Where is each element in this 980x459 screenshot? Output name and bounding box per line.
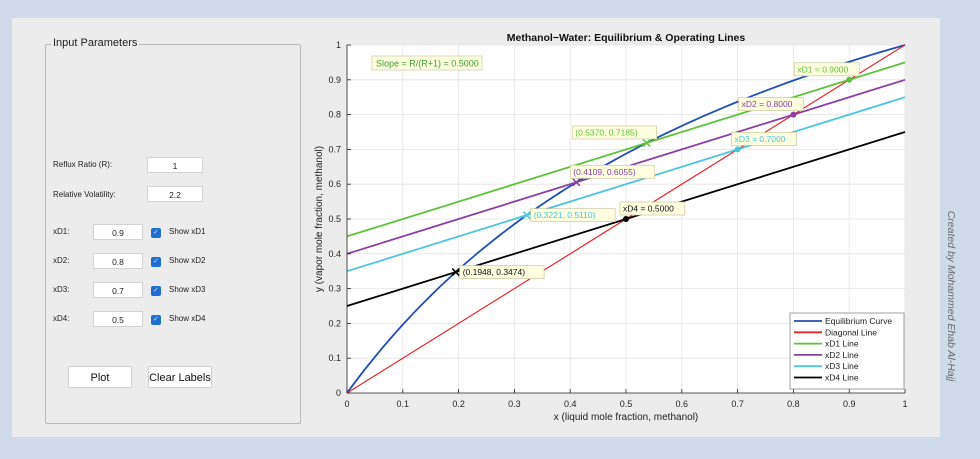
datatip-text: xD1 = 0.9000 [797,64,848,74]
legend-entry: xD4 Line [825,373,859,383]
x-tick-label: 0 [344,399,349,409]
datatip-box [459,265,545,279]
y-tick-label: 0.6 [328,179,341,189]
x-tick-label: 0.3 [508,399,521,409]
x-tick-label: 0.4 [564,399,577,409]
legend-entry: xD3 Line [825,361,859,371]
datatip-text: (0.5370, 0.7185) [575,127,638,137]
show-xd2-label: Show xD2 [169,256,206,265]
slope-annotation-text: Slope = R/(R+1) = 0.5000 [376,59,479,69]
y-tick-label: 0.9 [328,75,341,85]
datatip-box [794,62,860,77]
x-tick-label: 0.2 [452,399,465,409]
datatip-text: (0.1948, 0.3474) [463,267,526,277]
x-tick-label: 0.1 [397,399,410,409]
show-xd3-label: Show xD3 [169,285,206,294]
datatip: xD2 = 0.8000 [738,97,804,111]
datatip-text: (0.4109, 0.6055) [573,167,636,177]
datatip-box [731,132,797,146]
y-tick-label: 0 [336,388,341,398]
chart-title: Methanol−Water: Equilibrium & Operating … [507,32,746,44]
datatip: (0.4109, 0.6055) [569,164,656,179]
xd2-label: xD2: [53,256,70,265]
y-tick-label: 0.1 [328,353,341,363]
x-tick-label: 0.7 [731,399,744,409]
datatip: (0.1948, 0.3474) [459,265,545,279]
input-parameters-panel: Input Parameters Reflux Ratio (R): 1 Rel… [45,37,301,424]
datatip: xD4 = 0.5000 [619,201,686,216]
show-xd1-label: Show xD1 [169,227,206,236]
legend-entry: xD2 Line [825,350,859,360]
intersection-marker [451,268,460,277]
legend-entry: Diagonal Line [825,327,877,337]
datatip: xD3 = 0.7000 [731,132,797,146]
data-point-marker [623,216,629,222]
show-xd4-checkbox[interactable] [151,315,161,325]
datatip-box [569,164,656,179]
reflux-ratio-label: Reflux Ratio (R): [53,160,113,169]
datatip-box [571,125,657,140]
datatip-text: (0.3221, 0.5110) [534,210,596,220]
datatip-text: xD3 = 0.7000 [735,134,786,144]
x-tick-label: 0.8 [787,399,800,409]
y-tick-label: 0.3 [328,284,341,294]
x-axis-label: x (liquid mole fraction, methanol) [554,412,699,423]
show-xd4-label: Show xD4 [169,314,206,323]
xd4-label: xD4: [53,314,70,323]
y-tick-label: 0.4 [328,249,341,259]
annotations-group: xD1 = 0.9000 xD2 = 0.8000 xD3 = 0.7000 xD4 … [451,62,860,279]
x-tick-label: 1 [902,399,907,409]
xd2-input[interactable]: 0.8 [93,253,143,269]
xd1-label: xD1: [53,227,70,236]
datatip-text: xD2 = 0.8000 [742,99,793,109]
x-tick-label: 0.5 [620,399,633,409]
datatip-box [530,208,616,223]
datatip: (0.3221, 0.5110) [530,208,616,223]
datatip-text: xD4 = 0.5000 [623,204,674,214]
data-point-marker [734,146,741,153]
xd1-line-line [346,61,906,238]
xd3-line-line [346,96,906,273]
xd3-input[interactable]: 0.7 [93,282,143,298]
y-tick-label: 0.5 [328,214,341,224]
y-tick-label: 0.2 [328,318,341,328]
axes: 0 0.1 0.2 0.3 0.4 0.5 0.6 0.7 0.8 0.9 1 0 0.1 0.2 0.3 0… [328,40,907,409]
legend-entry: Equilibrium Curve [825,316,892,326]
plot-button[interactable]: Plot [68,366,132,388]
legend-entry: xD1 Line [825,339,859,349]
x-tick-label: 0.6 [676,399,689,409]
y-axis-label: y (vapor mole fraction, methanol) [314,146,325,292]
intersection-marker [642,138,651,148]
datatip-box [619,201,686,216]
clear-labels-button[interactable]: Clear Labels [148,366,212,388]
legend-box [789,312,905,390]
author-credit-text: Created by Mohammed Ehab Al-Hajj [945,210,957,382]
xd4-input[interactable]: 0.5 [93,311,143,327]
y-tick-label: 0.8 [328,110,341,120]
relative-volatility-input[interactable]: 2.2 [147,186,203,202]
xd1-input[interactable]: 0.9 [93,224,143,240]
datatip: xD1 = 0.9000 [794,62,860,77]
y-tick-label: 0.7 [328,144,341,154]
intersection-marker [572,178,581,187]
panel-title: Input Parameters [51,37,140,49]
show-xd2-checkbox[interactable] [151,257,161,267]
relative-volatility-label: Relative Volatility: [53,190,116,199]
xd3-label: xD3: [53,285,70,294]
show-xd1-checkbox[interactable] [151,228,161,238]
datatip-box [738,97,804,111]
show-xd3-checkbox[interactable] [151,286,161,296]
intersection-marker [522,211,531,220]
x-tick-label: 0.9 [843,399,856,409]
y-tick-label: 1 [336,40,341,50]
reflux-ratio-input[interactable]: 1 [147,157,203,173]
data-point-marker [790,111,797,118]
data-point-marker [846,76,853,83]
datatip: (0.5370, 0.7185) [571,125,657,140]
slope-annotation: Slope = R/(R+1) = 0.5000 [371,55,483,71]
